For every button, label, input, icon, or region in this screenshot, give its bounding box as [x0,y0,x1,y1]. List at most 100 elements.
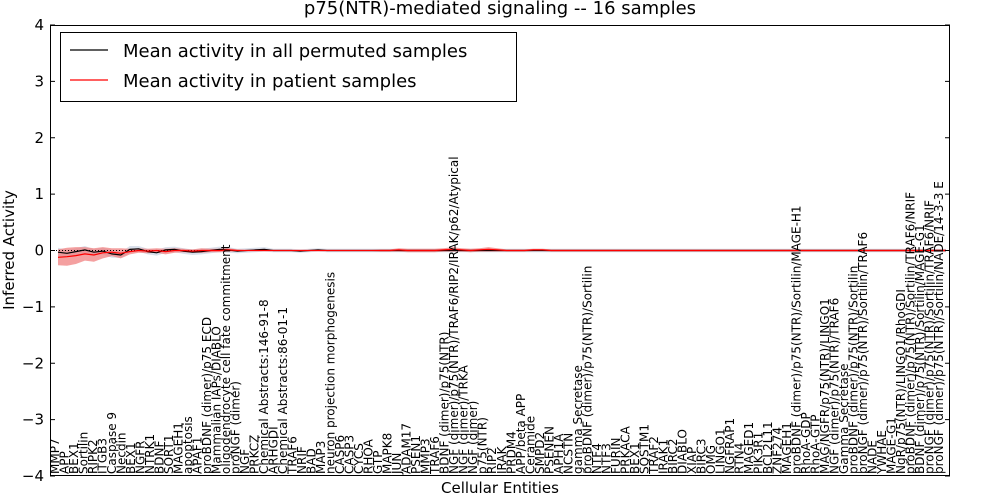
x-tick-label: BEX1 [628,442,642,474]
x-tick-label: ADAM17 [400,423,414,474]
y-tick-label: 3 [34,72,44,90]
y-tick-label: −3 [22,411,44,429]
x-tick-label: BDNF (dimer)/p75(NTR) [438,332,452,474]
x-tick-label: PRKACA [618,425,632,474]
x-tick-label: proNGF (dimer) [229,381,243,474]
x-tick-label: RIP2 [485,447,499,474]
x-tick-label: PSEN1 [409,435,423,474]
x-tick-label: Sortilin [77,432,91,474]
x-tick-label: Chemical Abstracts:86-01-1 [276,307,290,474]
x-tick-label: OMG [704,445,718,474]
x-tick-label: NRIF [295,446,309,474]
x-tick-label: LINGO1 [713,428,727,474]
y-tick-label: 4 [34,16,44,34]
x-axis-label: Cellular Entities [441,479,559,497]
x-tick-label: apoptosis [181,416,195,474]
x-tick-label: SORT1 [162,435,176,475]
chart-title: p75(NTR)-mediated signaling -- 16 sample… [304,0,696,19]
x-tick-label: NGF (dimer) [466,401,480,474]
x-tick-label: ITGB3 [96,438,110,474]
x-tick-label: p75(NTR) [476,417,490,474]
x-tick-label: NADE [866,440,880,474]
x-tick-label: PRKCZ [248,435,262,474]
x-tick-label: MAPK8 [381,433,395,474]
x-tick-label: APP [58,451,72,474]
x-tick-label: JUN [390,453,404,475]
x-tick-label: IRAK [495,445,509,474]
x-tick-label: BEX1 [124,442,138,474]
x-tick-label: NGFR [134,440,148,474]
x-tick-label: ZNF274 [770,427,784,474]
x-tick-label: SMPD2 [533,432,547,474]
x-tick-label: TRAF6 [428,436,442,475]
x-tick-label: NCSTN [561,433,575,474]
x-tick-label: FURIN [609,437,623,474]
x-tick-label: proBDNF (dimer)/p75(NTR)/Sortilin/TRAF6/… [904,192,918,474]
x-tick-label: oligodendrocyte cell fate commitment [219,244,233,474]
x-tick-label: gamma Secretase [571,365,585,474]
x-tick-label: Ceramide [523,416,537,474]
y-tick-label: −4 [22,467,44,485]
x-tick-label: NGFRAP1 [723,418,737,474]
x-tick-label: SQSTM1 [637,424,651,474]
x-tick-label: PIK3R1 [751,432,765,474]
x-tick-label: XIAP [685,447,699,474]
x-tick-label: proBDNF (dimer)/p75(NTR)/Sortilin [580,266,594,474]
x-tick-label: APH1A [552,433,566,474]
x-tick-label: MAG/NGFR/p75(NTR)/LINGO1 [818,298,832,474]
x-tick-label: NTF4 [590,443,604,474]
x-tick-label: GTP [371,451,385,474]
x-tick-label: BDNF [153,441,167,474]
y-tick-label: 0 [34,242,44,260]
y-tick-label: −2 [22,354,44,372]
x-tick-label: CYCS [352,443,366,474]
x-tick-label: BIRC2 [666,438,680,474]
y-axis-label: Inferred Activity [0,190,18,310]
x-tick-label: BIRC3 [694,438,708,474]
x-tick-label: YWHAE [875,430,889,475]
x-tick-label: proNGF (dimer)/p75(NTR)/Sortilin/NADE/14… [932,181,946,474]
x-tick-label: BCL2L11 [761,421,775,474]
x-tick-label: Caspase 9 [105,412,119,474]
x-tick-label: proBDNF (dimer)/p75 ECD [200,317,214,474]
x-tick-label: APP/beta APP [514,394,528,474]
x-tick-label: BAD [305,448,319,474]
x-tick-label: MAGED1 [742,422,756,474]
x-tick-label: MAP3 [314,441,328,474]
x-tick-label: NTRK1 [143,434,157,474]
x-tick-label: APAF1 [191,437,205,474]
x-tick-label: RhoA-GDP [799,412,813,474]
x-tick-label: NgR/p75(NTR)/LINGO1/RhoGDI [894,289,908,474]
series-line-patient [57,248,946,258]
x-tick-label: Gamma Secretase [837,363,851,474]
x-tick-label: IRAK1 [656,439,670,474]
y-tick-label: 2 [34,129,44,147]
x-tick-label: NGF (dimer)/p75(NTR)/TRAF6/RIP2/IRAK/p62… [447,156,461,474]
x-tick-label: MAGEH1 [780,422,794,474]
x-tick-label: proNGF (dimer)/p75(NTR)/Sortilin/TRAF6 [856,232,870,474]
x-tick-label: PSENEN [542,426,556,474]
x-tick-label: DIABLO [675,429,689,474]
x-tick-label: MMP3 [419,438,433,474]
x-tick-label: MMP7 [48,438,62,474]
x-tick-label: NGF [238,449,252,474]
y-tick-label: 1 [34,185,44,203]
legend-label-permuted: Mean activity in all permuted samples [123,41,467,62]
x-tick-label: NTF3 [599,443,613,474]
x-tick-label: PRDM4 [504,431,518,474]
x-tick-label: RHOA [362,438,376,474]
x-tick-label: NGF (dimer)/TRKA [457,364,471,474]
x-tick-label: NGF (dimer)/p75(NTR)/TRAF6 [827,298,841,474]
x-tick-label: proNGF (dimer)/p75(NTR)/Sortilin/TRAF6/N… [923,200,937,474]
band-permuted [58,246,946,258]
x-tick-label: proBDNF (dimer)/p75(NTR)/Sortilin [847,266,861,474]
x-tick-label: RIPK2 [86,439,100,474]
x-tick-label: Mammalian IAPs/DIABLO [210,326,224,474]
legend: Mean activity in all permuted samples Me… [60,32,517,102]
legend-label-patient: Mean activity in patient samples [123,71,417,92]
x-tick-label: ARHGDI [267,426,281,474]
x-tick-label: TRAF2 [647,436,661,475]
x-tick-label: BEX1 [67,442,81,474]
x-tick-label: MAGEH1 [172,422,186,474]
